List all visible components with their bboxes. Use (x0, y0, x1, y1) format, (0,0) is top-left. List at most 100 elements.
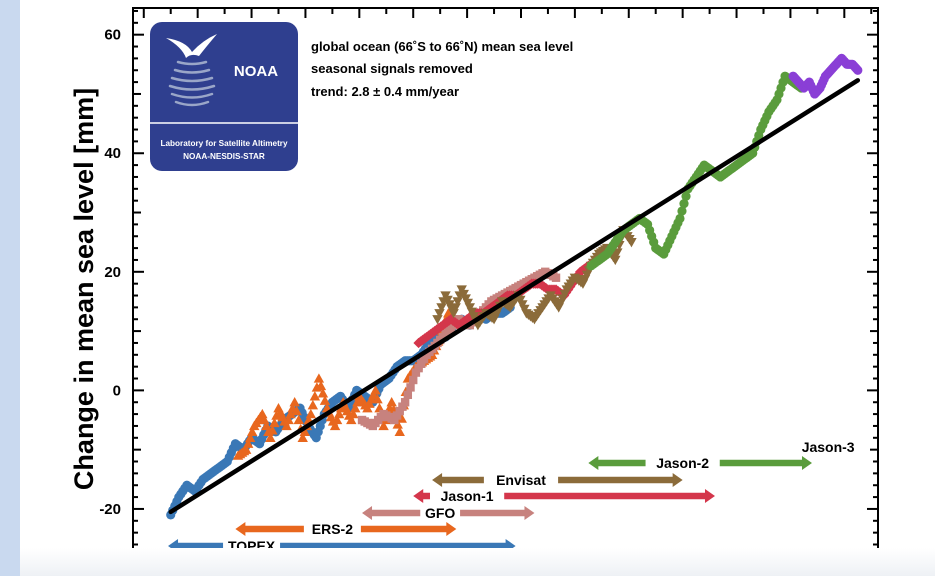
x-tick-label: 2010 (612, 571, 645, 576)
info-line-1: global ocean (66˚S to 66˚N) mean sea lev… (311, 39, 573, 54)
mission-label-bg (420, 504, 461, 522)
data-point (677, 206, 687, 216)
data-point (245, 432, 256, 442)
data-point (265, 432, 276, 442)
data-point (269, 417, 280, 428)
y-tick-label: 40 (104, 145, 121, 162)
data-point (313, 373, 325, 383)
data-point (329, 420, 341, 431)
data-point (291, 405, 302, 416)
data-point (853, 65, 863, 75)
wave-icon (168, 60, 216, 107)
data-point (392, 411, 402, 420)
x-tick-label: 2016 (774, 571, 807, 576)
mission-label: Jason-1 (441, 488, 494, 504)
logo-name: NOAA (234, 63, 278, 80)
gull-icon (166, 34, 217, 58)
data-point (390, 415, 399, 425)
data-point (419, 355, 429, 364)
x-tick-label: 1994 (181, 571, 215, 576)
data-point (398, 402, 407, 411)
data-point (293, 414, 304, 425)
data-point (411, 368, 421, 377)
data-point (346, 414, 357, 425)
data-point (242, 438, 254, 448)
y-tick-label: 60 (104, 27, 121, 44)
y-tick-label: 20 (104, 264, 121, 281)
x-tick-label: 2004 (450, 571, 484, 576)
x-tick-label: 2018 (828, 571, 861, 576)
y-tick-label: -20 (99, 501, 121, 518)
mission-label: Envisat (496, 472, 546, 488)
data-point (289, 397, 300, 407)
data-point (626, 238, 637, 248)
data-point (281, 420, 292, 431)
logo-org: Laboratory for Satellite Altimetry (160, 139, 288, 148)
data-point (395, 406, 404, 416)
trend-line (168, 78, 861, 515)
data-point (240, 444, 252, 454)
info-line-3: trend: 2.8 ± 0.4 mm/year (311, 84, 459, 99)
data-point (610, 255, 621, 266)
x-tick-label: 2012 (666, 571, 699, 576)
data-point (305, 408, 317, 419)
data-point (675, 213, 685, 224)
data-point (370, 385, 381, 395)
data-point (307, 399, 319, 410)
data-point (348, 408, 359, 419)
x-tick-label: 1992 (127, 571, 160, 576)
data-point (317, 388, 329, 398)
mission-label: TOPEX (228, 538, 276, 554)
data-point (247, 426, 258, 437)
mission-label-bg (645, 454, 720, 472)
x-tick-label: 1996 (235, 571, 268, 576)
data-point (679, 199, 689, 209)
mission-bar (168, 539, 516, 553)
mission-label-bg (483, 471, 559, 489)
data-point (681, 191, 691, 201)
data-point (551, 273, 561, 282)
logo-division: NOAA-NESDIS-STAR (183, 152, 265, 161)
data-point (394, 426, 405, 437)
mission-label-bg (303, 520, 361, 538)
data-point (414, 363, 423, 373)
mission-label: GFO (425, 505, 455, 521)
data-point (297, 432, 308, 442)
x-tick-label: 2008 (558, 571, 591, 576)
data-point (315, 380, 327, 391)
data-point (396, 413, 407, 423)
data-point (386, 397, 397, 407)
mission-label: Jason-2 (656, 455, 709, 471)
data-point (299, 426, 310, 437)
data-point (283, 414, 294, 425)
mission-label-bg (430, 487, 505, 505)
data-point (378, 420, 389, 431)
data-points (166, 53, 863, 520)
data-point (319, 395, 331, 405)
mission-bar (413, 489, 715, 503)
y-tick-label: 0 (113, 382, 121, 399)
mission-label: Jason-3 (802, 439, 855, 455)
data-point (267, 425, 278, 435)
data-point (333, 408, 345, 419)
y-axis-label: Change in mean sea level [mm] (69, 88, 99, 490)
info-line-2: seasonal signals removed (311, 61, 473, 76)
logo-background (150, 22, 298, 171)
data-point (331, 414, 343, 425)
noaa-logo: NOAA Laboratory for Satellite Altimetry … (150, 22, 298, 171)
x-tick-label: 2000 (343, 571, 376, 576)
x-tick-label: 2006 (504, 571, 537, 576)
data-point (309, 391, 321, 401)
data-point (285, 408, 296, 419)
data-point (350, 402, 361, 413)
x-tick-label: 2014 (720, 571, 754, 576)
data-point (409, 375, 418, 385)
x-tick-label: 1998 (289, 571, 322, 576)
data-point (417, 359, 426, 368)
mission-label: ERS-2 (312, 521, 353, 537)
y-tick-labels: -20 0 20 40 60 (99, 27, 121, 518)
